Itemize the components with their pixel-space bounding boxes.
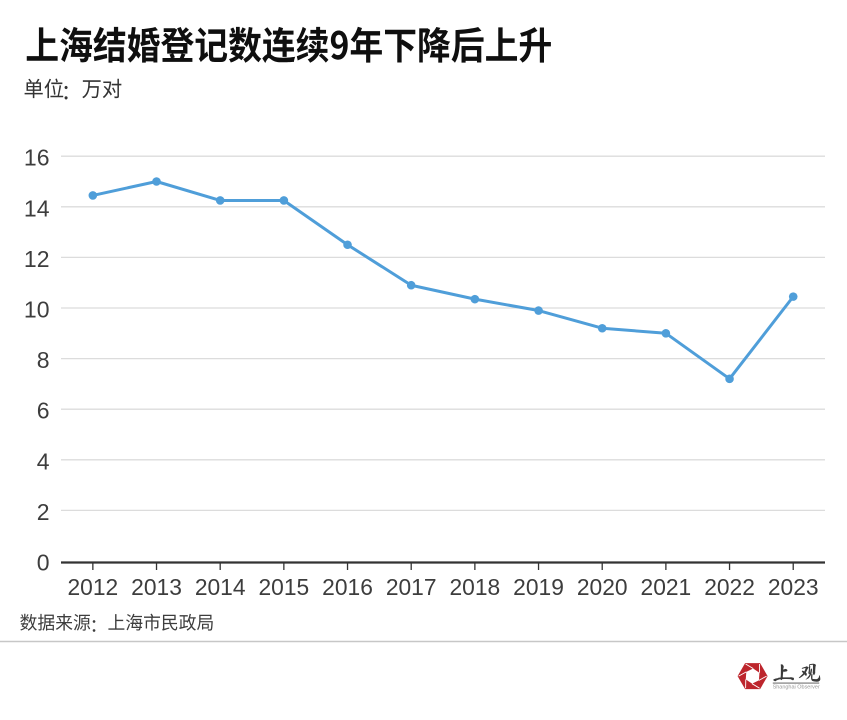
svg-text:Shanghai Observer: Shanghai Observer — [773, 685, 820, 691]
svg-text:2015: 2015 — [259, 574, 310, 600]
svg-text:2023: 2023 — [768, 574, 819, 600]
svg-text:6: 6 — [37, 398, 50, 424]
svg-text:2012: 2012 — [67, 574, 118, 600]
svg-text:2020: 2020 — [577, 574, 628, 600]
svg-text:2014: 2014 — [195, 574, 246, 600]
svg-text:2022: 2022 — [704, 574, 755, 600]
svg-text:14: 14 — [24, 195, 50, 221]
svg-text:0: 0 — [37, 550, 50, 576]
svg-text:2: 2 — [37, 499, 50, 525]
svg-text:2019: 2019 — [513, 574, 564, 600]
svg-text:2017: 2017 — [386, 574, 437, 600]
svg-text:16: 16 — [24, 145, 50, 171]
svg-text:2013: 2013 — [131, 574, 182, 600]
svg-text:2016: 2016 — [322, 574, 373, 600]
svg-text:4: 4 — [37, 448, 50, 474]
svg-text:10: 10 — [24, 297, 50, 323]
svg-text:2021: 2021 — [641, 574, 692, 600]
svg-text:8: 8 — [37, 347, 50, 373]
svg-text:2018: 2018 — [450, 574, 501, 600]
svg-text:12: 12 — [24, 246, 50, 272]
